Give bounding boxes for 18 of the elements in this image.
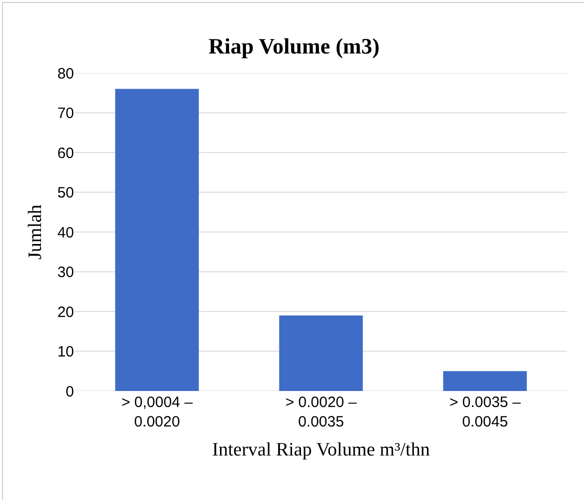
y-tick-label: 60 bbox=[57, 144, 74, 162]
y-tick-label: 0 bbox=[66, 383, 74, 400]
y-tick-label: 10 bbox=[57, 344, 74, 360]
y-tick-label: 70 bbox=[57, 105, 74, 122]
chart-title: Riap Volume (m3) bbox=[208, 33, 380, 58]
bar bbox=[279, 315, 363, 391]
y-axis-title: Jumlah bbox=[25, 204, 46, 260]
y-tick-label: 80 bbox=[57, 65, 74, 82]
x-tick-label: > 0.0020 – 0.0035 bbox=[285, 394, 358, 430]
bar bbox=[115, 88, 199, 391]
y-tick-label: 50 bbox=[57, 184, 74, 202]
bar bbox=[443, 371, 527, 391]
y-tick-label: 40 bbox=[57, 224, 74, 242]
x-axis-title: Interval Riap Volume m³/thn bbox=[212, 439, 430, 460]
x-tick-label: > 0,0004 – 0.0020 bbox=[121, 394, 194, 430]
y-tick-label: 30 bbox=[57, 264, 74, 281]
y-tick-label: 20 bbox=[57, 304, 74, 321]
x-tick-label: > 0.0035 – 0.0045 bbox=[449, 394, 522, 430]
